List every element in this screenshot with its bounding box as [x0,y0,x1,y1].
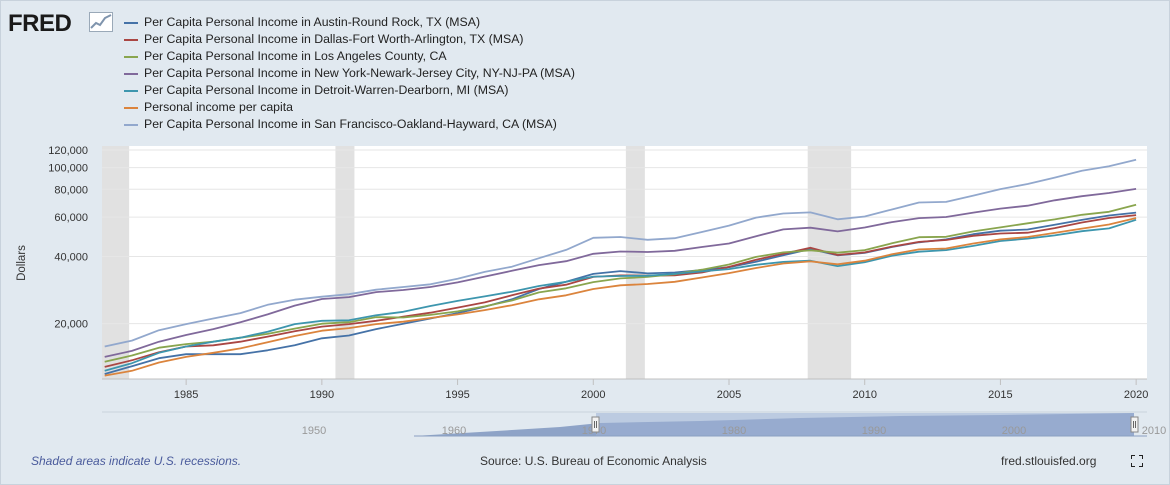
legend-label-detroit: Per Capita Personal Income in Detroit-Wa… [144,83,509,97]
legend-item-new-york[interactable]: Per Capita Personal Income in New York-N… [124,65,575,82]
x-tick-label: 2020 [1124,389,1148,401]
legend-item-detroit[interactable]: Per Capita Personal Income in Detroit-Wa… [124,82,575,99]
legend-item-los-angeles[interactable]: Per Capita Personal Income in Los Angele… [124,48,575,65]
legend-label-los-angeles: Per Capita Personal Income in Los Angele… [144,49,447,63]
x-tick-label: 2015 [988,389,1012,401]
axes: 20,000 40,000 60,000 80,000 100,000 120,000 19… [48,145,1148,401]
y-tick-label: 20,000 [54,319,88,331]
y-tick-label: 100,000 [48,163,88,175]
line-chart[interactable]: 20,000 40,000 60,000 80,000 100,000 120,000 19… [0,140,1170,445]
x-tick-label: 2000 [581,389,605,401]
legend-item-san-francisco[interactable]: Per Capita Personal Income in San Franci… [124,116,575,133]
legend-swatch-los-angeles [124,55,138,58]
y-tick-label: 80,000 [54,184,88,196]
fullscreen-icon[interactable] [1131,455,1143,467]
x-tick-label: 1990 [310,389,334,401]
x-tick-label: 1995 [445,389,469,401]
legend-item-austin[interactable]: Per Capita Personal Income in Austin-Rou… [124,14,575,31]
legend-label-us: Personal income per capita [144,100,294,114]
navigator-year-label: 1950 [302,425,326,437]
series-line-4[interactable] [104,218,1137,372]
legend-label-dallas: Per Capita Personal Income in Dallas-For… [144,32,524,46]
legend-swatch-dallas [124,38,138,41]
series-line-3[interactable] [104,188,1137,358]
y-tick-label: 60,000 [54,212,88,224]
site-link[interactable]: fred.stlouisfed.org [1001,454,1097,468]
navigator-year-label: 2000 [1002,425,1026,437]
legend-label-new-york: Per Capita Personal Income in New York-N… [144,66,575,80]
navigator-handle-right[interactable] [1130,416,1139,433]
series-line-6[interactable] [104,158,1137,348]
legend-swatch-san-francisco [124,123,138,126]
legend-label-san-francisco: Per Capita Personal Income in San Franci… [144,117,557,131]
fred-logo[interactable]: FRED [8,10,72,37]
navigator[interactable]: 1950196019701980199020002010 [102,411,1166,437]
series-lines [104,158,1137,377]
x-tick-label: 2005 [717,389,741,401]
y-tick-label: 120,000 [48,145,88,157]
recession-band-1 [335,146,355,379]
legend-swatch-us [124,106,138,109]
legend-item-us[interactable]: Personal income per capita [124,99,575,116]
recession-band-2 [625,146,645,379]
y-axis-label: Dollars [16,245,28,281]
chart-legend: Per Capita Personal Income in Austin-Rou… [124,14,575,133]
source-note: Source: U.S. Bureau of Economic Analysis [480,454,707,468]
y-tick-label: 40,000 [54,251,88,263]
navigator-selected-range[interactable] [596,413,1134,436]
series-line-2[interactable] [104,203,1137,363]
legend-label-austin: Per Capita Personal Income in Austin-Rou… [144,15,481,29]
recession-note: Shaded areas indicate U.S. recessions. [31,454,242,468]
legend-swatch-new-york [124,72,138,75]
legend-swatch-detroit [124,89,138,92]
fred-logo-graph-icon [89,12,113,32]
navigator-handle-left[interactable] [591,416,600,433]
series-line-5[interactable] [104,217,1137,377]
legend-item-dallas[interactable]: Per Capita Personal Income in Dallas-For… [124,31,575,48]
x-tick-label: 1985 [174,389,198,401]
navigator-year-label: 1960 [442,425,466,437]
navigator-year-labels: 1950196019701980199020002010 [302,425,1166,437]
gridlines [102,149,1147,325]
navigator-year-label: 2010 [1142,425,1166,437]
recession-band-0 [102,146,130,379]
navigator-year-label: 1980 [722,425,746,437]
legend-swatch-austin [124,21,138,24]
navigator-year-label: 1990 [862,425,886,437]
series-line-0[interactable] [104,211,1137,375]
x-tick-label: 2010 [852,389,876,401]
